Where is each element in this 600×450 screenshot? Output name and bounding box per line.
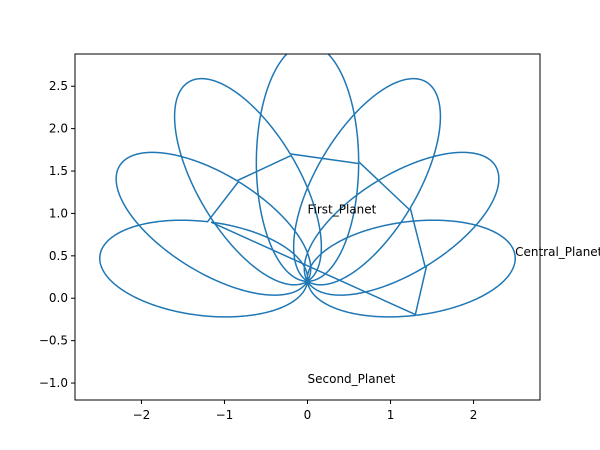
x-tick-label: −2 bbox=[133, 408, 151, 422]
y-tick-label: −0.5 bbox=[39, 334, 68, 348]
axes-frame bbox=[74, 53, 541, 401]
annotation-first-planet: First_Planet bbox=[308, 202, 377, 216]
y-tick-label: 1.5 bbox=[49, 164, 68, 178]
y-tick-label: 2.0 bbox=[49, 122, 68, 136]
y-tick-label: 2.5 bbox=[49, 79, 68, 93]
annotation-central-planet: Central_Planet bbox=[515, 245, 600, 259]
annotation-second-planet: Second_Planet bbox=[308, 372, 396, 386]
x-tick-label: 2 bbox=[470, 408, 478, 422]
orbit-line-0 bbox=[99, 54, 516, 318]
y-tick-label: −1.0 bbox=[39, 376, 68, 390]
y-tick-label: 0.0 bbox=[49, 291, 68, 305]
x-tick-label: 1 bbox=[387, 408, 395, 422]
y-tick-label: 1.0 bbox=[49, 206, 68, 220]
x-tick-label: 0 bbox=[304, 408, 312, 422]
y-tick-label: 0.5 bbox=[49, 249, 68, 263]
x-tick-label: −1 bbox=[216, 408, 234, 422]
